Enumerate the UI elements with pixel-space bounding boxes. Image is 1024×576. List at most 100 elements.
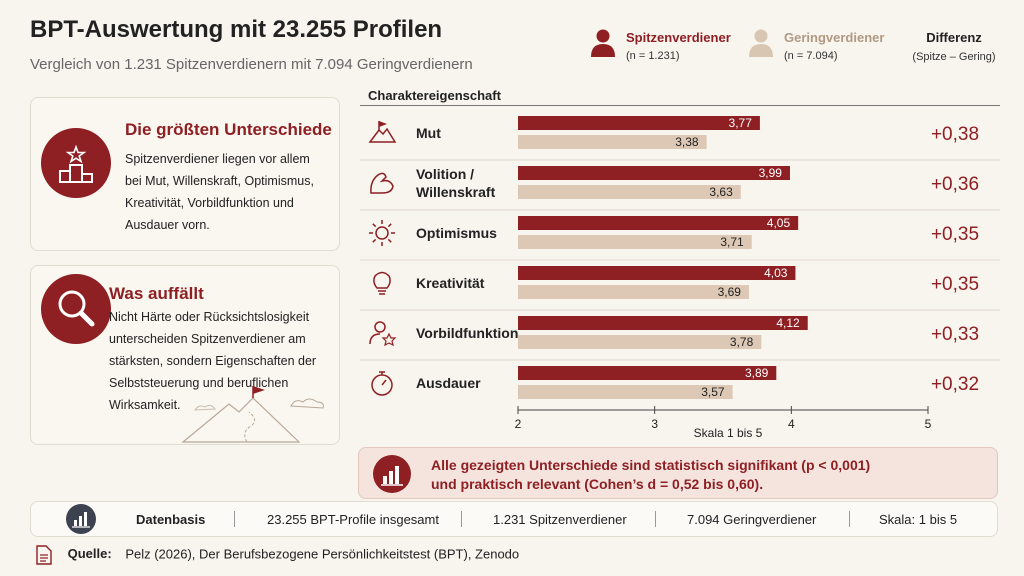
person-icon xyxy=(591,29,615,57)
card-text-line: unterscheiden Spitzenverdiener am xyxy=(109,332,306,346)
legend-low-earners: Geringverdiener (n = 7.094) xyxy=(748,28,898,68)
magnifier-icon xyxy=(41,274,111,344)
bar-top-earners xyxy=(518,316,808,330)
data-basis-label: Datenbasis xyxy=(136,512,206,527)
data-label-top: 3,89 xyxy=(745,366,769,380)
document-icon xyxy=(36,545,52,565)
card-text-line: Nicht Härte oder Rücksichtslosigkeit xyxy=(109,310,310,324)
category-label: Volition / xyxy=(416,166,474,182)
significance-note: Alle gezeigten Unterschiede sind statist… xyxy=(358,447,998,499)
bar-low-earners xyxy=(518,285,749,299)
bar-chart-icon xyxy=(66,504,96,534)
legend-difference: Differenz (Spitze – Gering) xyxy=(904,30,1004,63)
difference-value: +0,38 xyxy=(931,124,979,145)
data-label-low: 3,63 xyxy=(709,185,733,199)
legend-top-n: (n = 1.231) xyxy=(626,50,680,62)
data-label-low: 3,38 xyxy=(675,135,699,149)
card-title: Was auffällt xyxy=(109,284,204,303)
divider xyxy=(461,511,462,527)
mountain-illustration xyxy=(181,386,324,443)
mountain-flag-icon xyxy=(368,121,397,143)
card-text: Nicht Härte oder Rücksichtslosigkeit unt… xyxy=(109,306,316,416)
flexed-arm-icon xyxy=(370,172,394,194)
person-star-icon xyxy=(369,321,397,347)
lightbulb-icon xyxy=(373,271,391,295)
card-text-line: Kreativität, Vorbildfunktion und xyxy=(125,196,294,210)
person-icon xyxy=(749,29,773,57)
bar-top-earners xyxy=(518,166,790,180)
category-label: Ausdauer xyxy=(416,375,481,391)
x-tick-label: 3 xyxy=(651,417,658,431)
stopwatch-icon xyxy=(371,371,393,396)
card-text-line: Spitzenverdiener liegen vor allem xyxy=(125,152,310,166)
bar-top-earners xyxy=(518,216,799,230)
bar-low-earners xyxy=(518,235,752,249)
page-title: BPT-Auswertung mit 23.255 Profilen xyxy=(30,16,443,43)
data-label-low: 3,71 xyxy=(720,235,744,249)
bar-low-earners xyxy=(518,335,762,349)
bar-low-earners xyxy=(518,385,733,399)
category-label: Kreativität xyxy=(416,275,485,291)
category-label: Vorbildfunktion xyxy=(416,325,518,341)
x-axis-label: Skala 1 bis 5 xyxy=(694,426,763,440)
legend-top-earners: Spitzenverdiener (n = 1.231) xyxy=(590,28,740,68)
bar-top-earners xyxy=(518,366,777,380)
bar-top-earners xyxy=(518,266,796,280)
difference-value: +0,35 xyxy=(931,274,979,295)
bar-low-earners xyxy=(518,185,741,199)
data-label-top: 4,12 xyxy=(776,316,800,330)
source-text: Pelz (2026), Der Berufsbezogene Persönli… xyxy=(125,546,520,562)
chart-header: Charaktereigenschaft xyxy=(368,88,501,103)
source-line: Quelle: Pelz (2026), Der Berufsbezogene … xyxy=(36,545,519,565)
data-label-low: 3,57 xyxy=(701,385,725,399)
bar-chart-icon xyxy=(373,455,411,493)
data-label-top: 4,03 xyxy=(764,266,788,280)
data-label-low: 3,78 xyxy=(730,335,754,349)
source-label: Quelle: xyxy=(67,546,112,562)
difference-value: +0,32 xyxy=(931,374,979,395)
card-notable: Was auffällt Nicht Härte oder Rücksichts… xyxy=(30,265,340,445)
data-basis-bar: Datenbasis 23.255 BPT-Profile insgesamt … xyxy=(30,501,998,537)
podium-icon xyxy=(41,128,111,198)
page-subtitle: Vergleich von 1.231 Spitzenverdienern mi… xyxy=(30,56,473,73)
category-label: Mut xyxy=(416,125,441,141)
x-tick-label: 4 xyxy=(788,417,795,431)
x-tick-label: 2 xyxy=(515,417,522,431)
difference-value: +0,36 xyxy=(931,174,979,195)
data-label-low: 3,69 xyxy=(718,285,742,299)
note-line: Alle gezeigten Unterschiede sind statist… xyxy=(431,457,871,473)
category-label: Optimismus xyxy=(416,225,497,241)
card-text-line: stärksten, sondern Eigenschaften der xyxy=(109,354,317,368)
card-text-line: Ausdauer vorn. xyxy=(125,218,210,232)
data-basis-item: 1.231 Spitzenverdiener xyxy=(493,512,627,527)
legend-low-n: (n = 7.094) xyxy=(784,50,838,62)
header-rule xyxy=(360,105,1000,106)
category-label: Willenskraft xyxy=(416,184,496,200)
sun-icon xyxy=(369,220,395,246)
bar-low-earners xyxy=(518,135,707,149)
divider xyxy=(234,511,235,527)
card-title: Die größten Unterschiede xyxy=(125,120,332,139)
data-label-top: 4,05 xyxy=(767,216,791,230)
difference-value: +0,35 xyxy=(931,224,979,245)
card-biggest-differences: Die größten Unterschiede Spitzenverdiene… xyxy=(30,97,340,251)
data-basis-item: 7.094 Geringverdiener xyxy=(687,512,817,527)
difference-value: +0,33 xyxy=(931,324,979,345)
card-text: Spitzenverdiener liegen vor allem bei Mu… xyxy=(125,148,314,236)
note-line: und praktisch relevant (Cohen’s d = 0,52… xyxy=(431,476,764,492)
bar-top-earners xyxy=(518,116,760,130)
divider xyxy=(655,511,656,527)
legend-top-label: Spitzenverdiener xyxy=(626,30,731,45)
data-label-top: 3,77 xyxy=(729,116,753,130)
card-text-line: bei Mut, Willenskraft, Optimismus, xyxy=(125,174,314,188)
card-text-line: Wirksamkeit. xyxy=(109,398,181,412)
data-basis-item: 23.255 BPT-Profile insgesamt xyxy=(267,512,439,527)
data-basis-item: Skala: 1 bis 5 xyxy=(879,512,958,527)
difference-sub: (Spitze – Gering) xyxy=(912,51,996,63)
legend-low-label: Geringverdiener xyxy=(784,30,885,45)
data-label-top: 3,99 xyxy=(759,166,783,180)
card-text-line: Selbststeuerung und beruflichen xyxy=(109,376,289,390)
divider xyxy=(849,511,850,527)
difference-label: Differenz xyxy=(926,30,982,45)
